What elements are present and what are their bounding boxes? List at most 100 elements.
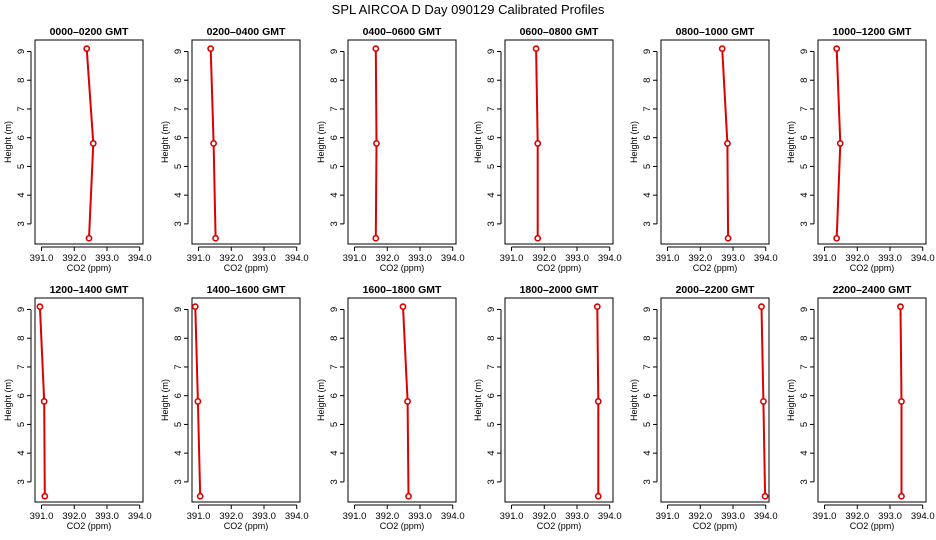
x-axis-label: CO2 (ppm) <box>537 263 582 273</box>
profile-panel: 0800–1000 GMT 391.0 392.0 393.0 394.0 CO2 (pp… <box>629 26 778 273</box>
y-tick-label: 4 <box>16 451 27 456</box>
x-tick-label: 393.0 <box>408 253 432 264</box>
panel-title: 0600–0800 GMT <box>520 26 599 38</box>
y-tick-label: 4 <box>173 451 184 456</box>
x-tick-label: 394.0 <box>911 511 935 522</box>
profile-point <box>399 303 407 311</box>
y-tick-label: 4 <box>642 451 653 456</box>
y-tick-label: 4 <box>799 193 810 198</box>
y-tick-label: 8 <box>642 336 653 341</box>
profile-point <box>594 398 602 405</box>
plot-frame <box>347 297 457 503</box>
panel-title: 1200–1400 GMT <box>50 284 129 296</box>
plot-frame <box>660 39 770 245</box>
y-tick-label: 3 <box>173 479 184 484</box>
profile-point <box>194 398 202 405</box>
profile-point <box>898 398 905 405</box>
y-tick-label: 9 <box>642 49 653 54</box>
x-tick-label: 391.0 <box>500 511 524 522</box>
profile-point <box>373 140 380 147</box>
y-axis-label: Height (m) <box>786 121 796 163</box>
panel-title: 2000–2200 GMT <box>676 284 755 296</box>
x-tick-label: 391.0 <box>813 511 837 522</box>
x-tick-label: 393.0 <box>95 253 119 264</box>
y-tick-label: 3 <box>486 479 497 484</box>
y-tick-label: 3 <box>173 221 184 226</box>
x-tick-label: 394.0 <box>441 253 465 264</box>
y-axis-label: Height (m) <box>629 379 639 421</box>
profile-point <box>36 303 44 311</box>
x-tick-label: 391.0 <box>187 253 211 264</box>
y-tick-label: 3 <box>329 221 340 226</box>
profile-point <box>89 140 97 147</box>
profile-point <box>534 140 542 147</box>
x-tick-label: 394.0 <box>911 253 935 264</box>
y-tick-label: 5 <box>642 422 653 427</box>
x-tick-label: 393.0 <box>878 253 902 264</box>
x-tick-label: 393.0 <box>565 511 589 522</box>
x-tick-label: 393.0 <box>565 253 589 264</box>
y-tick-label: 9 <box>173 49 184 54</box>
x-tick-label: 394.0 <box>754 253 778 264</box>
y-tick-label: 6 <box>16 393 27 398</box>
y-tick-label: 4 <box>486 193 497 198</box>
y-tick-label: 5 <box>799 422 810 427</box>
y-tick-label: 3 <box>642 479 653 484</box>
profile-point <box>836 140 844 147</box>
y-axis-label: Height (m) <box>473 379 483 421</box>
profile-point <box>534 234 542 242</box>
y-tick-label: 3 <box>799 479 810 484</box>
x-tick-label: 391.0 <box>343 253 367 264</box>
panel-title: 2200–2400 GMT <box>833 284 912 296</box>
y-tick-label: 7 <box>329 364 340 369</box>
x-tick-label: 394.0 <box>128 511 152 522</box>
y-tick-label: 9 <box>173 307 184 312</box>
y-tick-label: 5 <box>486 422 497 427</box>
x-tick-label: 393.0 <box>95 511 119 522</box>
profile-point <box>532 45 540 53</box>
profile-point <box>898 492 905 500</box>
profile-point <box>85 234 93 242</box>
plot-frame <box>504 39 614 245</box>
x-tick-label: 391.0 <box>813 253 837 264</box>
y-tick-label: 9 <box>642 307 653 312</box>
profile-point <box>405 492 412 500</box>
y-axis-label: Height (m) <box>160 121 170 163</box>
x-tick-label: 392.0 <box>532 253 556 264</box>
figure-title: SPL AIRCOA D Day 090129 Calibrated Profi… <box>332 2 605 17</box>
x-tick-label: 394.0 <box>754 511 778 522</box>
profile-point <box>897 303 904 311</box>
y-tick-label: 8 <box>642 78 653 83</box>
profile-point <box>207 45 215 53</box>
profile-panel: 2000–2200 GMT 391.0 392.0 393.0 394.0 CO2 (pp… <box>629 284 778 531</box>
y-tick-label: 8 <box>173 336 184 341</box>
y-tick-label: 9 <box>486 49 497 54</box>
x-tick-label: 392.0 <box>532 511 556 522</box>
y-tick-label: 6 <box>16 135 27 140</box>
profile-point <box>724 140 731 147</box>
profile-panel: 0200–0400 GMT 391.0 392.0 393.0 394.0 CO2 (pp… <box>160 26 309 273</box>
x-axis-label: CO2 (ppm) <box>224 521 269 531</box>
y-tick-label: 6 <box>799 393 810 398</box>
y-tick-label: 6 <box>486 393 497 398</box>
y-tick-label: 3 <box>329 479 340 484</box>
y-tick-label: 9 <box>16 49 27 54</box>
x-tick-label: 393.0 <box>252 253 276 264</box>
y-axis-label: Height (m) <box>473 121 483 163</box>
y-tick-label: 8 <box>173 78 184 83</box>
y-tick-label: 8 <box>486 336 497 341</box>
y-tick-label: 4 <box>799 451 810 456</box>
y-tick-label: 3 <box>16 479 27 484</box>
x-tick-label: 393.0 <box>252 511 276 522</box>
panel-title: 0200–0400 GMT <box>207 26 286 38</box>
x-axis-label: CO2 (ppm) <box>380 521 425 531</box>
profile-point <box>760 398 767 405</box>
x-axis-label: CO2 (ppm) <box>693 521 738 531</box>
y-tick-label: 5 <box>329 164 340 169</box>
x-tick-label: 391.0 <box>30 511 54 522</box>
x-tick-label: 392.0 <box>845 253 869 264</box>
x-tick-label: 391.0 <box>656 511 680 522</box>
x-tick-label: 392.0 <box>62 511 86 522</box>
x-tick-label: 393.0 <box>721 511 745 522</box>
